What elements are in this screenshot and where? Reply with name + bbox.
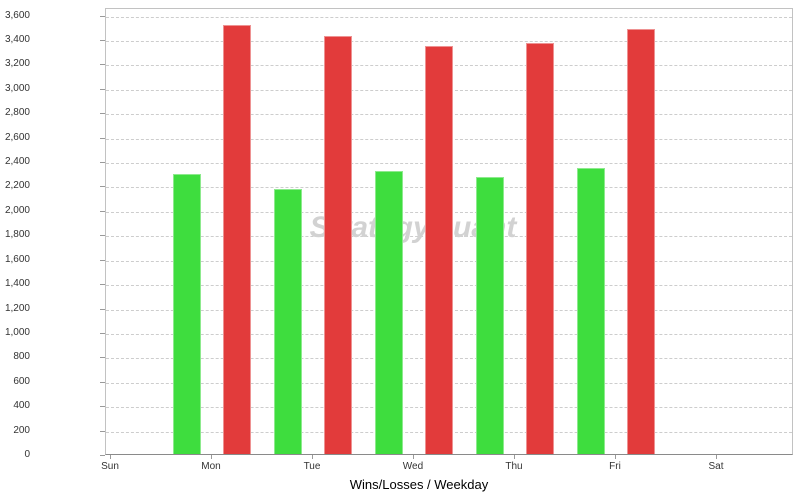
x-tick-label: Sat <box>708 461 724 472</box>
bar-wins-fri <box>577 168 605 454</box>
x-tick <box>413 455 414 459</box>
y-tick-label: 2,800 <box>4 107 30 119</box>
y-tick <box>100 210 105 212</box>
y-tick <box>100 113 105 115</box>
y-tick <box>100 137 105 139</box>
x-tick-label: Sun <box>101 461 119 472</box>
y-tick <box>100 430 105 432</box>
y-tick <box>100 284 105 286</box>
y-tick <box>100 162 105 163</box>
x-tick-label: Tue <box>303 461 321 472</box>
y-tick-label: 600 <box>13 375 30 387</box>
y-tick-label: 2,200 <box>4 180 30 192</box>
y-tick-label: 3,400 <box>4 33 30 45</box>
bar-losses-mon <box>223 25 251 454</box>
y-tick-label: 2,400 <box>4 156 30 167</box>
y-tick-label: 3,200 <box>4 58 30 70</box>
y-tick <box>100 15 105 17</box>
bar-losses-tue <box>324 36 352 454</box>
y-tick <box>100 186 105 188</box>
bar-losses-thu <box>526 43 554 454</box>
x-tick <box>312 455 313 459</box>
gridline <box>106 40 792 42</box>
y-tick-label: 2,000 <box>4 204 30 216</box>
x-tick <box>615 455 616 459</box>
bar-losses-fri <box>627 29 655 454</box>
y-tick-label: 1,200 <box>4 302 30 314</box>
x-tick-label: Thu <box>505 461 523 472</box>
y-tick-label: 3,000 <box>4 82 30 94</box>
y-tick <box>100 88 105 90</box>
y-tick-label: 200 <box>13 424 30 436</box>
y-tick <box>100 259 105 261</box>
bar-wins-tue <box>274 189 302 454</box>
y-tick <box>100 64 105 66</box>
y-tick-label: 2,600 <box>4 131 30 143</box>
y-tick <box>100 39 105 41</box>
x-tick-label: Fri <box>609 461 621 472</box>
x-tick-label: Wed <box>402 461 424 472</box>
y-tick-label: 1,800 <box>4 229 30 241</box>
y-tick-label: 3,600 <box>4 9 30 21</box>
y-tick <box>100 455 105 456</box>
y-tick-label: 1,400 <box>4 278 30 290</box>
x-tick <box>514 455 515 459</box>
gridline <box>106 16 792 18</box>
x-axis-title: Wins/Losses / Weekday <box>349 477 489 492</box>
y-tick-label: 1,000 <box>4 326 30 338</box>
bar-wins-mon <box>173 174 201 454</box>
y-tick-label: 0 <box>24 449 30 460</box>
x-tick-label: Mon <box>201 461 221 472</box>
y-tick-label: 1,600 <box>4 253 30 265</box>
y-tick <box>100 308 105 310</box>
y-tick <box>100 235 105 237</box>
y-tick <box>100 332 105 334</box>
bar-wins-wed <box>375 171 403 454</box>
y-tick <box>100 357 105 359</box>
y-tick-label: 400 <box>13 400 30 412</box>
x-tick <box>716 455 717 459</box>
x-tick <box>211 455 212 459</box>
y-tick <box>100 381 105 383</box>
bar-losses-wed <box>425 46 453 454</box>
y-tick-label: 800 <box>13 351 30 363</box>
x-tick <box>110 455 111 459</box>
plot-area: StrategyQuant <box>105 8 793 455</box>
bar-wins-thu <box>476 177 504 454</box>
y-tick <box>100 406 105 408</box>
